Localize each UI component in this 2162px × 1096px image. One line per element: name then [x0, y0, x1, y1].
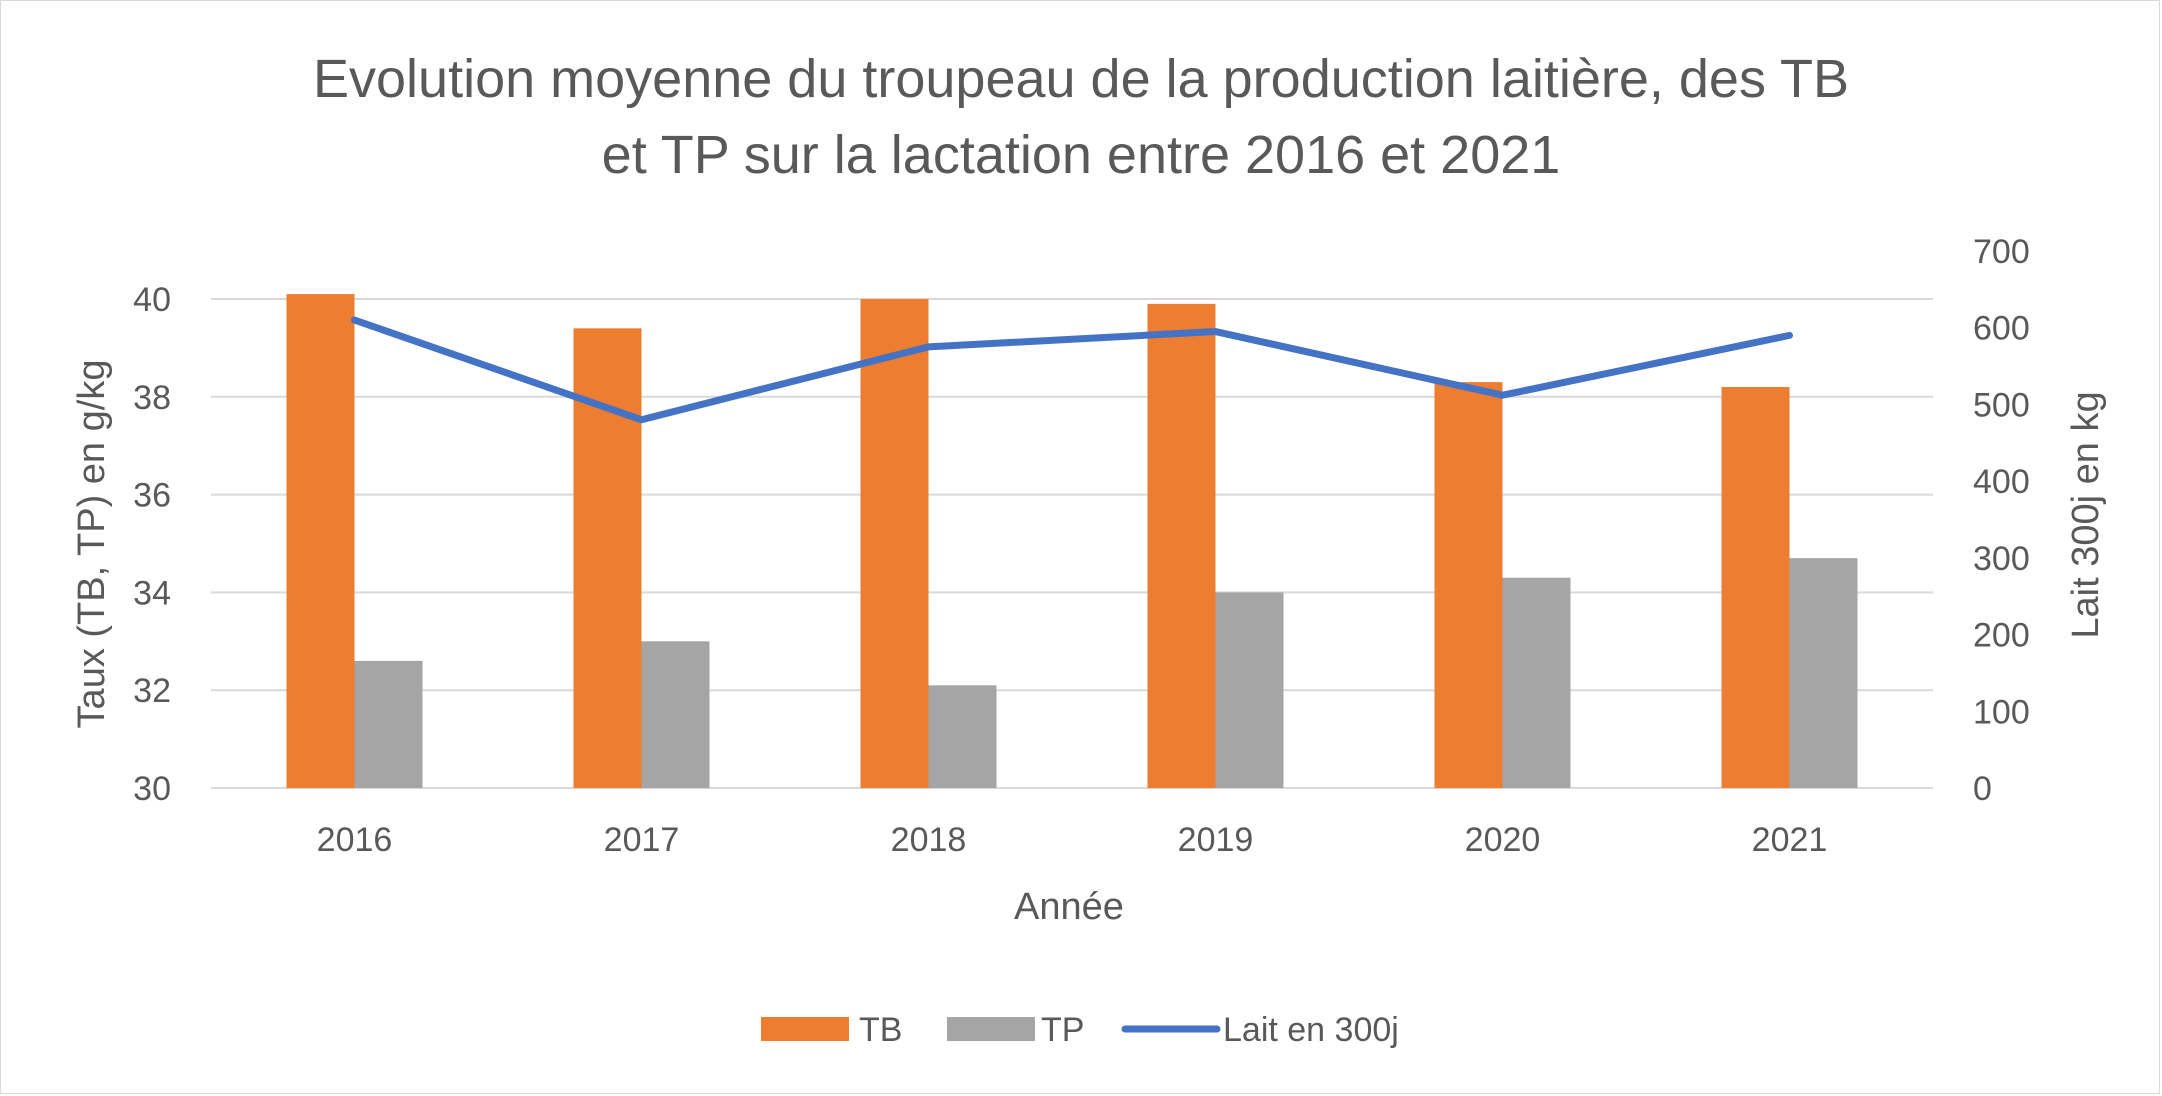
chart-title: Evolution moyenne du troupeau de la prod…: [313, 49, 1849, 185]
y-tick-38: 38: [133, 379, 171, 417]
y2-tick-100: 100: [1973, 693, 2030, 731]
legend-swatch-tp: [947, 1017, 1035, 1041]
y-axis-left-ticks: 30 32 34 36 38 40: [133, 281, 171, 808]
y2-tick-700: 700: [1973, 233, 2030, 271]
x-tick-2017: 2017: [604, 821, 680, 859]
line-series: [351, 316, 1793, 424]
chart-title-line-2: et TP sur la lactation entre 2016 et 202…: [602, 125, 1561, 185]
bar-tp-2017: [641, 641, 710, 788]
chart-title-line-1: Evolution moyenne du troupeau de la prod…: [313, 49, 1849, 109]
y2-tick-300: 300: [1973, 540, 2030, 578]
bar-tb-2018: [860, 299, 929, 788]
x-tick-2019: 2019: [1178, 821, 1254, 859]
x-tick-2021: 2021: [1752, 821, 1828, 859]
y-axis-right-title: Lait 300j en kg: [2065, 391, 2107, 638]
legend: TB TP Lait en 300j: [761, 1011, 1399, 1049]
bar-tp-2019: [1215, 592, 1284, 788]
x-tick-2016: 2016: [317, 821, 393, 859]
y2-tick-600: 600: [1973, 310, 2030, 348]
y-axis-right-ticks: 0 100 200 300 400 500 600 700: [1973, 233, 2030, 808]
y-tick-36: 36: [133, 477, 171, 515]
x-axis-ticks: 2016 2017 2018 2019 2020 2021: [317, 821, 1828, 859]
bar-tp-2016: [354, 660, 423, 788]
gridlines: [211, 298, 1933, 789]
y2-tick-500: 500: [1973, 386, 2030, 424]
x-tick-2020: 2020: [1465, 821, 1541, 859]
y-tick-40: 40: [133, 281, 171, 319]
bar-tb-2021: [1721, 387, 1790, 788]
y2-tick-0: 0: [1973, 770, 1992, 808]
bar-tb-2020: [1434, 382, 1503, 788]
legend-swatch-tb: [761, 1017, 849, 1041]
line-lait-en-300j: [351, 316, 1793, 424]
bar-tb-2019: [1147, 303, 1216, 788]
bar-tp-2018: [928, 685, 997, 788]
bar-tb-2016: [286, 294, 355, 788]
y2-tick-400: 400: [1973, 463, 2030, 501]
y2-tick-200: 200: [1973, 617, 2030, 655]
legend-label-tb: TB: [859, 1011, 902, 1049]
y-tick-30: 30: [133, 770, 171, 808]
y-axis-left-title: Taux (TB, TP) en g/kg: [71, 360, 113, 729]
y-tick-32: 32: [133, 672, 171, 710]
legend-label-tp: TP: [1041, 1011, 1084, 1049]
x-tick-2018: 2018: [891, 821, 967, 859]
bar-tp-2021: [1789, 558, 1858, 788]
x-axis-title: Année: [1014, 886, 1124, 928]
bar-tp-2020: [1502, 577, 1571, 788]
y-tick-34: 34: [133, 574, 171, 612]
legend-label-lait-en-300j: Lait en 300j: [1223, 1011, 1399, 1049]
